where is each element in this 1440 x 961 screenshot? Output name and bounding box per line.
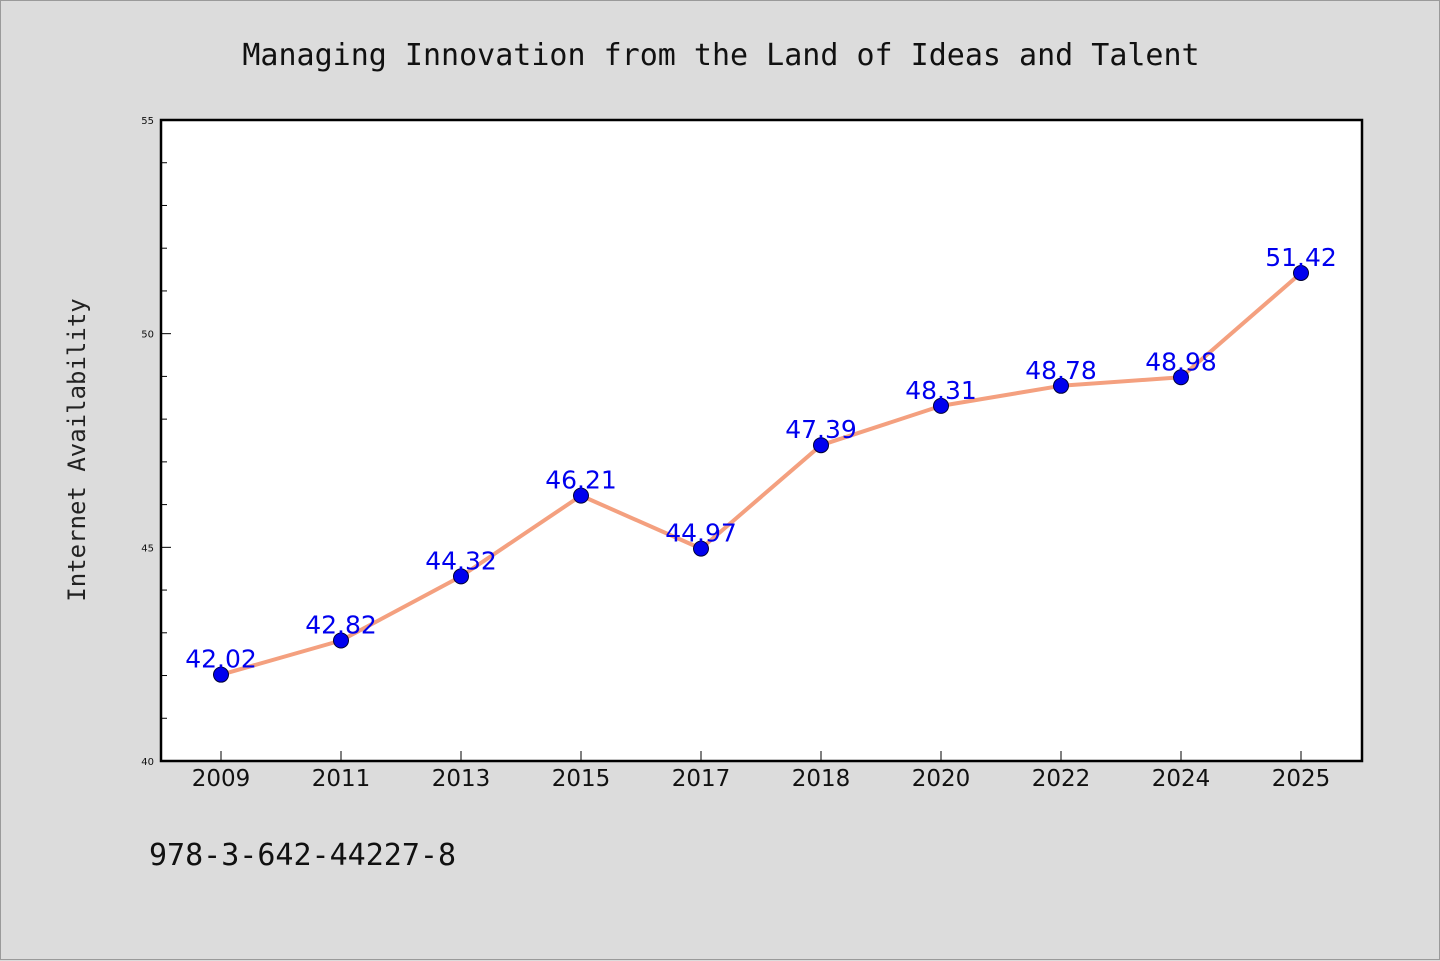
data-label: 42.02 bbox=[185, 645, 257, 674]
y-tick-label: 55 bbox=[141, 116, 154, 127]
data-label: 47.39 bbox=[785, 415, 857, 444]
y-tick-label: 40 bbox=[141, 757, 154, 768]
y-axis: 40 45 50 55 bbox=[141, 116, 171, 768]
x-tick-label: 2024 bbox=[1152, 766, 1211, 792]
x-tick-label: 2015 bbox=[552, 766, 611, 792]
y-tick-label: 50 bbox=[141, 330, 154, 341]
data-label: 51.42 bbox=[1265, 243, 1337, 272]
data-label: 44.97 bbox=[665, 519, 737, 548]
series-line bbox=[220, 271, 1303, 677]
x-tick-label: 2009 bbox=[192, 766, 251, 792]
data-label: 42.82 bbox=[305, 610, 377, 639]
data-point bbox=[1293, 264, 1309, 281]
data-point bbox=[813, 437, 829, 454]
data-point bbox=[693, 540, 709, 557]
x-tick-label: 2025 bbox=[1272, 766, 1331, 792]
x-tick-label: 2011 bbox=[312, 766, 371, 792]
data-point bbox=[333, 632, 349, 649]
x-tick-label: 2020 bbox=[912, 766, 971, 792]
data-point bbox=[453, 568, 469, 585]
x-tick-label: 2013 bbox=[432, 766, 491, 792]
data-markers bbox=[213, 264, 1309, 683]
plot-area bbox=[159, 118, 1364, 763]
isbn-text: 978-3-642-44227-8 bbox=[149, 838, 456, 873]
x-axis: 2009 2011 2013 2015 2017 2018 2020 2022 2024 2025 bbox=[192, 751, 1331, 792]
x-tick-label: 2017 bbox=[672, 766, 731, 792]
y-axis-label: Internet Availability bbox=[63, 298, 91, 601]
data-point bbox=[1173, 369, 1189, 386]
data-label: 44.32 bbox=[425, 546, 497, 575]
data-point bbox=[573, 487, 589, 504]
data-labels: 42.02 42.82 44.32 46.21 44.97 47.39 48.31 48.78… bbox=[185, 243, 1337, 674]
data-point bbox=[933, 397, 949, 414]
x-tick-label: 2018 bbox=[792, 766, 851, 792]
data-label: 48.98 bbox=[1145, 347, 1217, 376]
data-label: 46.21 bbox=[545, 466, 617, 495]
data-label: 48.31 bbox=[905, 376, 977, 405]
data-point bbox=[1053, 377, 1069, 394]
chart-title: Managing Innovation from the Land of Ide… bbox=[242, 38, 1199, 73]
x-tick-label: 2022 bbox=[1032, 766, 1091, 792]
data-point bbox=[213, 666, 229, 683]
y-tick-label: 45 bbox=[141, 543, 154, 554]
data-label: 48.78 bbox=[1025, 356, 1097, 385]
